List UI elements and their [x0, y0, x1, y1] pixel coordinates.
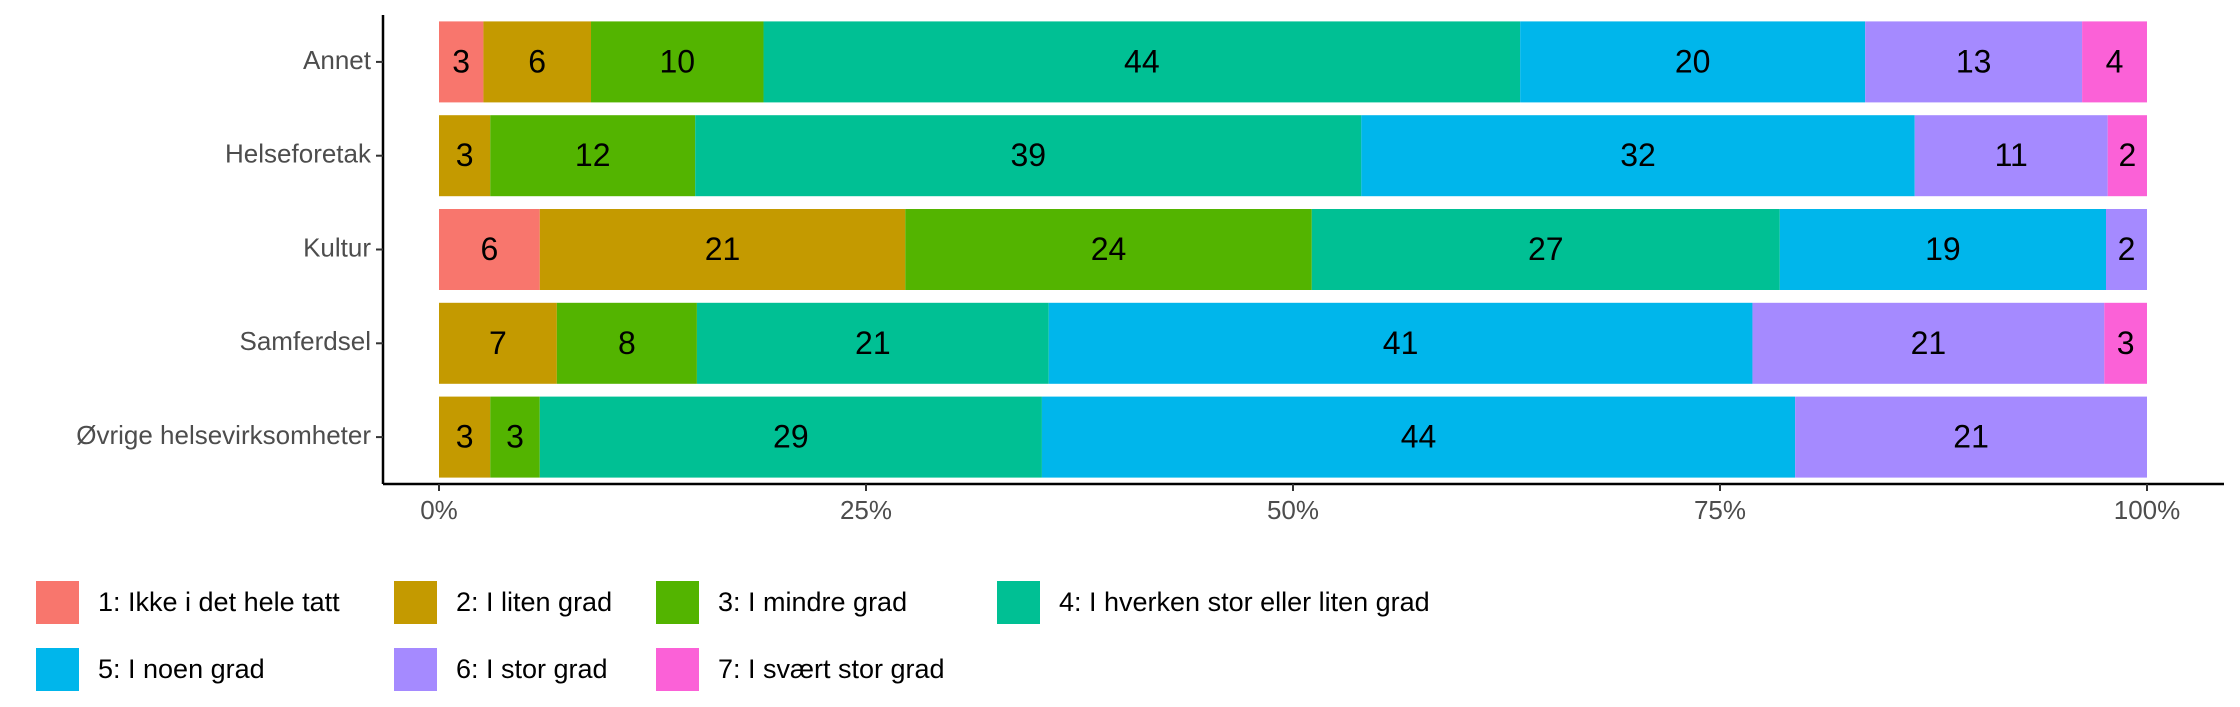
legend-label: 5: I noen grad — [98, 654, 265, 684]
bar-segment — [439, 21, 484, 103]
value-label: 13 — [1956, 43, 1992, 79]
y-tick-label: Kultur — [303, 232, 371, 262]
value-label: 4 — [2106, 43, 2124, 79]
value-label: 44 — [1401, 419, 1437, 455]
value-label: 29 — [773, 419, 809, 455]
value-label: 32 — [1620, 137, 1656, 173]
bar-segment — [1041, 396, 1796, 478]
value-label: 10 — [659, 43, 695, 79]
value-label: 21 — [1911, 325, 1947, 361]
bar-segment — [591, 21, 764, 103]
bar-segment — [439, 209, 540, 290]
value-label: 3 — [506, 419, 524, 455]
value-label: 3 — [456, 137, 474, 173]
bar-segment — [2106, 209, 2147, 290]
legend-label: 4: I hverken stor eller liten grad — [1059, 587, 1430, 617]
value-label: 6 — [528, 43, 546, 79]
x-tick-label: 75% — [1694, 495, 1746, 525]
y-tick-label: Øvrige helsevirksomheter — [76, 420, 371, 450]
x-tick-label: 0% — [420, 495, 458, 525]
value-label: 21 — [1953, 419, 1989, 455]
bar-segment — [1048, 302, 1753, 384]
value-label: 41 — [1383, 325, 1419, 361]
bar-segment — [763, 21, 1521, 103]
bar-segment — [539, 396, 1042, 478]
legend-label: 7: I svært stor grad — [718, 654, 945, 684]
legend-label: 6: I stor grad — [456, 654, 608, 684]
bar-segment — [439, 115, 491, 197]
bar-segment — [2104, 302, 2147, 384]
bar-segment — [1914, 115, 2108, 197]
value-label: 3 — [2117, 325, 2135, 361]
bar-segment — [490, 115, 696, 197]
value-label: 11 — [1995, 137, 2028, 173]
x-tick-label: 100% — [2114, 495, 2181, 525]
legend-label: 1: Ikke i det hele tatt — [98, 587, 340, 617]
x-tick-label: 50% — [1267, 495, 1319, 525]
value-label: 2 — [2118, 231, 2136, 267]
bar-segment — [439, 302, 557, 384]
value-label: 20 — [1675, 43, 1711, 79]
value-label: 7 — [489, 325, 507, 361]
value-label: 27 — [1528, 231, 1564, 267]
legend-swatch — [36, 648, 79, 691]
legend-swatch — [656, 648, 699, 691]
legend-swatch — [997, 581, 1040, 624]
value-label: 3 — [452, 43, 470, 79]
value-label: 3 — [456, 419, 474, 455]
legend-swatch — [36, 581, 79, 624]
bar-segment — [1311, 209, 1780, 290]
bar-segment — [695, 115, 1362, 197]
bar-segment — [1520, 21, 1866, 103]
legend-label: 3: I mindre grad — [718, 587, 907, 617]
bar-segment — [439, 396, 491, 478]
bar-segment — [2082, 21, 2147, 103]
legend-swatch — [394, 648, 437, 691]
value-label: 6 — [480, 231, 498, 267]
x-tick-label: 25% — [840, 495, 892, 525]
bar-segment — [539, 209, 906, 290]
legend-swatch — [394, 581, 437, 624]
bar-segment — [1779, 209, 2107, 290]
legend-swatch — [656, 581, 699, 624]
bar-segment — [556, 302, 697, 384]
bar-segment — [483, 21, 592, 103]
bar-segment — [905, 209, 1312, 290]
value-label: 21 — [705, 231, 741, 267]
bar-segment — [1752, 302, 2105, 384]
y-tick-label: Samferdsel — [240, 326, 372, 356]
bar-segment — [2107, 115, 2147, 197]
bar-segment — [1865, 21, 2083, 103]
y-tick-label: Helseforetak — [225, 139, 372, 169]
value-label: 8 — [618, 325, 636, 361]
legend-label: 2: I liten grad — [456, 587, 612, 617]
value-label: 21 — [855, 325, 891, 361]
value-label: 19 — [1925, 231, 1961, 267]
value-label: 2 — [2118, 137, 2136, 173]
bar-segment — [696, 302, 1049, 384]
y-tick-label: Annet — [303, 45, 372, 75]
value-label: 44 — [1124, 43, 1160, 79]
bar-segment — [1795, 396, 2147, 478]
value-label: 12 — [575, 137, 611, 173]
bar-segment — [1361, 115, 1915, 197]
bar-segment — [490, 396, 540, 478]
value-label: 39 — [1010, 137, 1046, 173]
value-label: 24 — [1091, 231, 1127, 267]
